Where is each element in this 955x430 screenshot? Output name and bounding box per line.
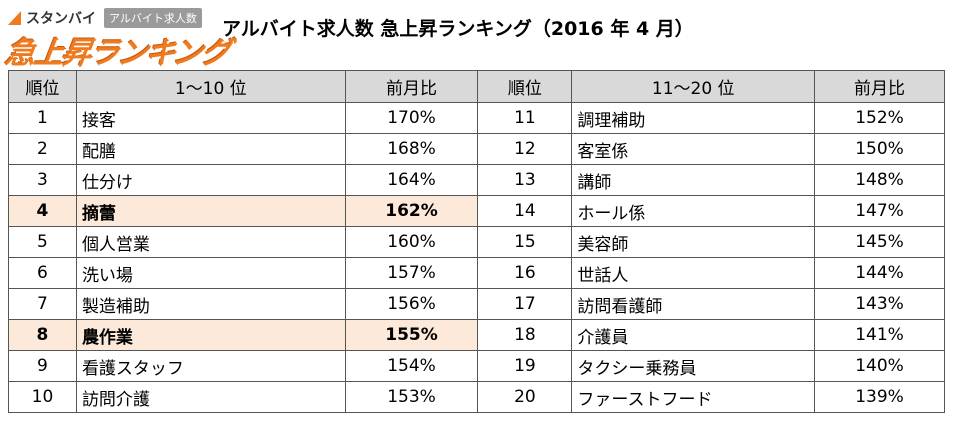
ratio-cell: 155%	[344, 319, 479, 351]
column-header: 順位	[477, 70, 573, 103]
table-row: 9 看護スタッフ 154% 19 タクシー乗務員 140%	[8, 350, 945, 382]
rank-cell: 19	[477, 350, 573, 382]
ratio-cell: 145%	[814, 226, 945, 258]
job-cell: 製造補助	[75, 288, 346, 320]
badge: アルバイト求人数	[104, 8, 202, 28]
ratio-cell: 147%	[814, 195, 945, 227]
job-cell: ホール係	[571, 195, 816, 227]
job-cell: ファーストフード	[571, 381, 816, 413]
ratio-cell: 139%	[814, 381, 945, 413]
ratio-cell: 164%	[344, 164, 479, 196]
rank-cell: 10	[8, 381, 77, 413]
column-header: 1～10 位	[75, 70, 346, 103]
brand: スタンバイ アルバイト求人数	[8, 8, 202, 28]
header-row: 順位 1～10 位前月比 順位 11～20 位前月比	[8, 70, 945, 103]
ratio-cell: 170%	[344, 102, 479, 134]
table-row: 2 配膳 168% 12 客室係 150%	[8, 133, 945, 165]
ratio-cell: 162%	[344, 195, 479, 227]
ratio-cell: 143%	[814, 288, 945, 320]
rank-cell: 18	[477, 319, 573, 351]
job-cell: 洗い場	[75, 257, 346, 289]
job-cell: 介護員	[571, 319, 816, 351]
rank-cell: 5	[8, 226, 77, 258]
ratio-cell: 153%	[344, 381, 479, 413]
rank-cell: 16	[477, 257, 573, 289]
rank-cell: 2	[8, 133, 77, 165]
rank-cell: 15	[477, 226, 573, 258]
rank-cell: 3	[8, 164, 77, 196]
title: アルバイト求人数 急上昇ランキング（2016 年 4 月）	[222, 18, 694, 40]
job-cell: 摘蕾	[75, 195, 346, 227]
rank-cell: 8	[8, 319, 77, 351]
table-row: 4 摘蕾 162% 14 ホール係 147%	[8, 195, 945, 227]
ratio-cell: 156%	[344, 288, 479, 320]
column-header: 順位	[8, 70, 77, 103]
job-cell: 農作業	[75, 319, 346, 351]
column-header: 11～20 位	[571, 70, 816, 103]
job-cell: 看護スタッフ	[75, 350, 346, 382]
brand-name: スタンバイ	[26, 11, 96, 27]
job-cell: タクシー乗務員	[571, 350, 816, 382]
ratio-cell: 157%	[344, 257, 479, 289]
ratio-cell: 141%	[814, 319, 945, 351]
ratio-cell: 152%	[814, 102, 945, 134]
job-cell: 訪問看護師	[571, 288, 816, 320]
ratio-cell: 148%	[814, 164, 945, 196]
logo-title: 急上昇ランキング	[3, 36, 232, 71]
table-row: 7 製造補助 156% 17 訪問看護師 143%	[8, 288, 945, 320]
job-cell: 仕分け	[75, 164, 346, 196]
job-cell: 接客	[75, 102, 346, 134]
brand-icon	[8, 11, 21, 25]
table-row: 3 仕分け 164% 13 講師 148%	[8, 164, 945, 196]
rank-cell: 13	[477, 164, 573, 196]
job-cell: 個人営業	[75, 226, 346, 258]
table-row: 6 洗い場 157% 16 世話人 144%	[8, 257, 945, 289]
ranking-table: 順位 1～10 位前月比 順位 11～20 位前月比 1 接客 170% 11 調理補助 152…	[8, 70, 945, 413]
ratio-cell: 150%	[814, 133, 945, 165]
table-body: 1 接客 170% 11 調理補助 152% 2 配膳 168% 12 客室係 150% 3 仕分け 164…	[8, 102, 945, 413]
column-header: 前月比	[814, 70, 945, 103]
rank-cell: 9	[8, 350, 77, 382]
table-row: 10 訪問介護 153% 20 ファーストフード 139%	[8, 381, 945, 413]
table-row: 5 個人営業 160% 15 美容師 145%	[8, 226, 945, 258]
rank-cell: 11	[477, 102, 573, 134]
job-cell: 美容師	[571, 226, 816, 258]
ratio-cell: 168%	[344, 133, 479, 165]
rank-cell: 14	[477, 195, 573, 227]
table-row: 1 接客 170% 11 調理補助 152%	[8, 102, 945, 134]
job-cell: 客室係	[571, 133, 816, 165]
ratio-cell: 160%	[344, 226, 479, 258]
job-cell: 訪問介護	[75, 381, 346, 413]
column-header: 前月比	[344, 70, 479, 103]
rank-cell: 7	[8, 288, 77, 320]
rank-cell: 6	[8, 257, 77, 289]
ratio-cell: 154%	[344, 350, 479, 382]
job-cell: 講師	[571, 164, 816, 196]
rank-cell: 17	[477, 288, 573, 320]
rank-cell: 20	[477, 381, 573, 413]
rank-cell: 12	[477, 133, 573, 165]
ratio-cell: 144%	[814, 257, 945, 289]
table-row: 8 農作業 155% 18 介護員 141%	[8, 319, 945, 351]
rank-cell: 4	[8, 195, 77, 227]
job-cell: 調理補助	[571, 102, 816, 134]
job-cell: 配膳	[75, 133, 346, 165]
job-cell: 世話人	[571, 257, 816, 289]
rank-cell: 1	[8, 102, 77, 134]
ratio-cell: 140%	[814, 350, 945, 382]
